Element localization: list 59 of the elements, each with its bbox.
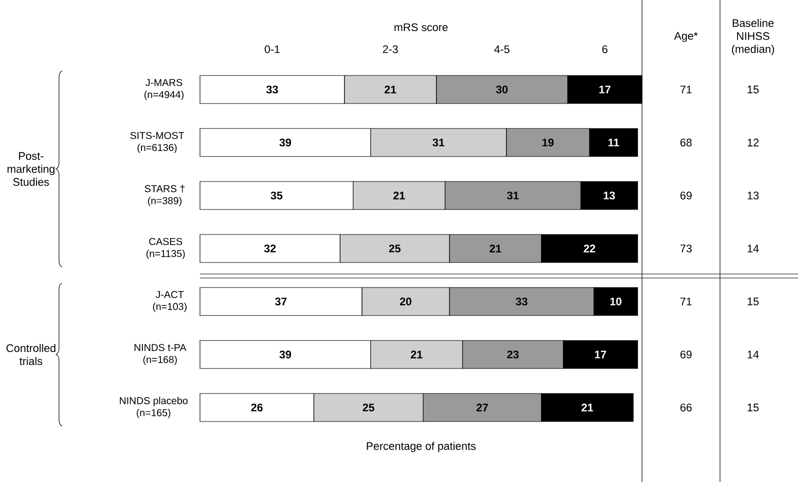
data-label: 23: [507, 350, 519, 358]
x-tick-label: Baseline NIHSS (median): [732, 18, 774, 56]
data-label: 13: [748, 192, 759, 200]
data-label: 33: [266, 86, 278, 94]
data-label: 15: [748, 404, 759, 412]
data-label: 69: [680, 192, 692, 200]
x-axis-title: Percentage of patients: [366, 442, 476, 452]
data-label: 39: [279, 138, 292, 146]
text: 0-1: [264, 45, 280, 54]
data-label: 30: [496, 86, 508, 94]
text: 4-5: [494, 45, 510, 54]
y-tick-label: J-ACT (n=103): [153, 290, 187, 312]
data-label: 21: [490, 244, 502, 252]
data-label: 26: [251, 404, 263, 412]
data-label: 11: [608, 138, 620, 146]
data-label: 12: [748, 138, 759, 146]
chart-title: mRS score: [394, 23, 448, 32]
data-label: 21: [384, 86, 396, 94]
data-label: 25: [362, 404, 374, 412]
data-label: 22: [584, 244, 596, 252]
data-label: 10: [610, 298, 622, 306]
data-label: 25: [389, 244, 401, 252]
data-label: 66: [680, 404, 692, 412]
data-label: 14: [748, 244, 759, 252]
data-label: 15: [748, 86, 759, 94]
y-tick-label: J-MARS (n=4944): [144, 78, 184, 100]
y-tick-label: STARS † (n=389): [144, 184, 185, 206]
data-label: 15: [748, 298, 759, 306]
data-label: 35: [270, 192, 282, 200]
data-label: 33: [516, 298, 528, 306]
data-label: 69: [680, 350, 692, 358]
y-tick-label: NINDS placebo (n=165): [120, 396, 188, 418]
data-label: 32: [264, 244, 276, 252]
y-tick-label: SITS-MOST (n=6136): [130, 132, 184, 154]
data-label: 21: [582, 404, 594, 412]
data-label: 20: [400, 298, 412, 306]
data-label: 31: [507, 192, 519, 200]
data-label: 39: [279, 350, 292, 358]
data-label: 19: [542, 138, 554, 146]
data-label: 13: [604, 192, 615, 200]
text: Post-marketing Studies: [8, 152, 54, 186]
data-label: 71: [680, 298, 692, 306]
data-label: 73: [680, 244, 692, 252]
data-label: 71: [680, 86, 692, 94]
x-tick-label: Age*: [674, 32, 698, 42]
data-label: 21: [393, 192, 405, 200]
text: 6: [602, 45, 608, 54]
data-label: 21: [410, 350, 422, 358]
data-label: 68: [680, 138, 692, 146]
data-label: 27: [476, 404, 488, 412]
text: Controlled trials: [6, 344, 56, 366]
data-label: 14: [748, 350, 759, 358]
data-label: 31: [432, 138, 444, 146]
data-label: 17: [595, 350, 606, 358]
data-label: 37: [275, 298, 287, 306]
y-tick-label: CASES (n=1135): [146, 238, 185, 260]
text: 2-3: [382, 45, 398, 54]
y-tick-label: NINDS t-PA (n=168): [134, 344, 186, 366]
data-label: 17: [599, 86, 610, 94]
